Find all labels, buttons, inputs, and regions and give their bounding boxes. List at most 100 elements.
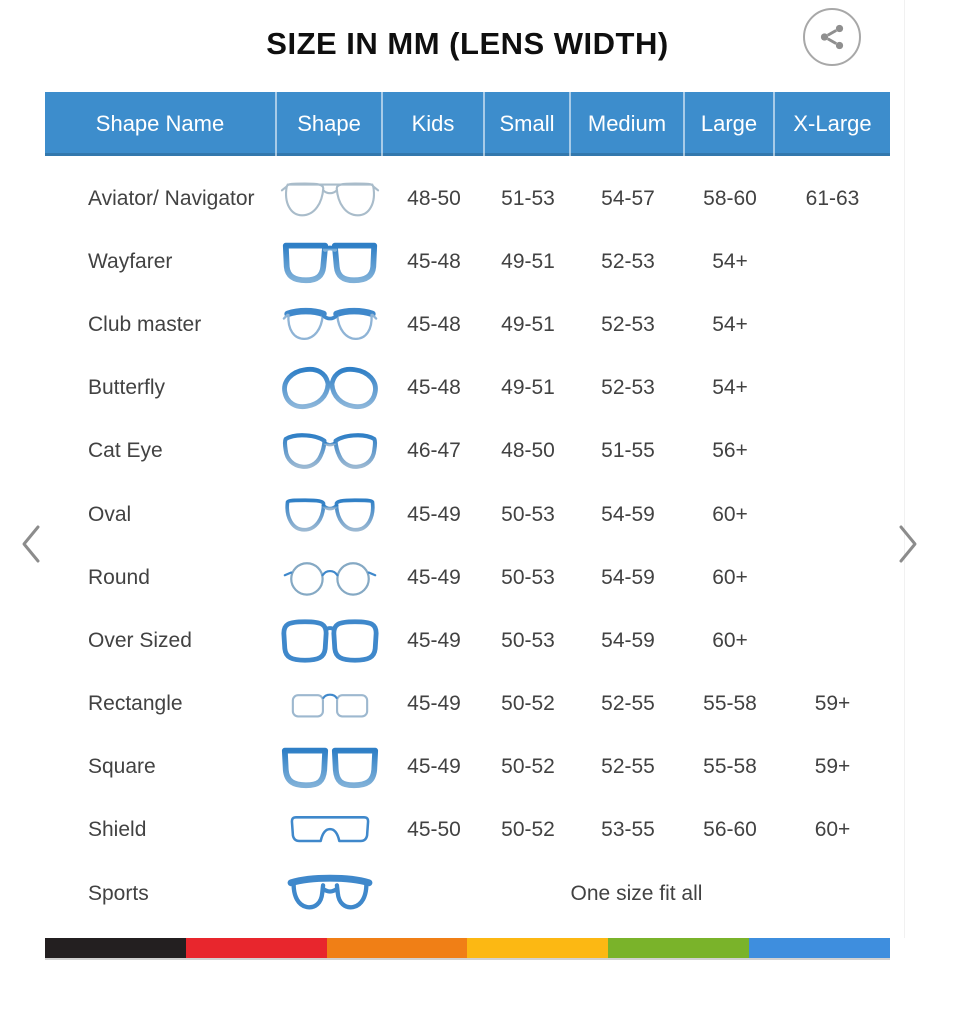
size-value: 45-49 <box>407 755 461 779</box>
shape-name-label: Cat Eye <box>88 439 163 463</box>
size-value: 52-53 <box>601 376 655 400</box>
shape-name-label: Aviator/ Navigator <box>88 186 255 210</box>
size-value: 50-52 <box>501 818 555 842</box>
size-value: 60+ <box>712 628 748 652</box>
size-value: 51-53 <box>501 186 555 210</box>
column-header-kids: Kids <box>383 92 485 156</box>
size-value: 54+ <box>712 249 748 273</box>
size-value: 60+ <box>712 565 748 589</box>
stripe-segment <box>185 938 327 958</box>
size-value: 54+ <box>712 312 748 336</box>
table-row: Over Sized 45-49 50-53 54-59 60+ <box>45 609 890 672</box>
sports-glasses-icon <box>277 869 383 919</box>
size-value: 52-53 <box>601 249 655 273</box>
table-row: Round 45-49 50-53 54-59 60+ <box>45 546 890 609</box>
size-value: 45-49 <box>407 502 461 526</box>
shape-name-label: Butterfly <box>88 376 166 400</box>
table-row: Shield 45-50 50-52 53-55 56-60 60+ <box>45 799 890 862</box>
size-value: 59+ <box>814 692 851 716</box>
size-value: 54-59 <box>601 502 655 526</box>
chevron-right-icon <box>899 525 917 563</box>
one-size-label: One size fit all <box>570 881 703 905</box>
carousel-prev-button[interactable] <box>16 522 46 566</box>
shape-name-label: Round <box>88 565 150 589</box>
shield-glasses-icon <box>277 808 383 852</box>
size-value: 49-51 <box>501 249 555 273</box>
clubmaster-glasses-icon <box>277 301 383 349</box>
size-value: 56+ <box>712 439 748 463</box>
aviator-glasses-icon <box>277 174 383 224</box>
table-row: Wayfarer 45-48 49-51 52-53 54+ <box>45 230 890 293</box>
table-row: Sports One size fit all <box>45 862 890 925</box>
table-row: Rectangle 45-49 50-52 52-55 55-58 59+ <box>45 673 890 736</box>
size-value: 46-47 <box>407 439 461 463</box>
column-header-large: Large <box>685 92 775 156</box>
column-header-shape: Shape <box>277 92 383 156</box>
shape-name-label: Square <box>88 755 156 779</box>
column-header-shape-name: Shape Name <box>45 92 277 156</box>
square-glasses-icon <box>277 742 383 792</box>
size-value: 45-49 <box>407 628 461 652</box>
size-value: 45-48 <box>407 249 461 273</box>
size-value: 54-59 <box>601 628 655 652</box>
size-value: 50-53 <box>501 502 555 526</box>
size-value: 48-50 <box>501 439 555 463</box>
shape-name-label: Rectangle <box>88 692 183 716</box>
size-value: 54-57 <box>601 186 655 210</box>
size-value: 59+ <box>814 755 851 779</box>
size-value: 54-59 <box>601 565 655 589</box>
share-button[interactable] <box>803 8 861 66</box>
size-value: 55-58 <box>703 692 757 716</box>
carousel-next-button[interactable] <box>893 522 923 566</box>
column-header-xlarge: X-Large <box>793 111 872 136</box>
page-title: SIZE IN MM (LENS WIDTH) <box>266 26 669 61</box>
shape-name-label: Sports <box>88 881 149 905</box>
table-header: Shape Name Shape Kids Small Medium Large… <box>45 92 890 156</box>
carousel-edge-divider <box>904 0 905 938</box>
shape-name-label: Oval <box>88 502 132 526</box>
table-row: Cat Eye 46-47 48-50 51-55 56+ <box>45 420 890 483</box>
size-value: 53-55 <box>601 818 655 842</box>
size-value: 45-48 <box>407 376 461 400</box>
shape-name-label: Club master <box>88 312 202 336</box>
size-value: 55-58 <box>703 755 757 779</box>
column-header-small: Small <box>485 92 571 156</box>
table-row: Aviator/ Navigator 48-50 51-53 54-57 58-60 61… <box>45 167 890 230</box>
size-value: 50-52 <box>501 755 555 779</box>
shape-name-label: Wayfarer <box>88 249 173 273</box>
size-value: 49-51 <box>501 312 555 336</box>
size-value: 56-60 <box>703 818 757 842</box>
stripe-segment <box>608 938 750 958</box>
shape-name-label: Shield <box>88 818 147 842</box>
stripe-segment <box>326 938 468 958</box>
size-value: 60+ <box>814 818 851 842</box>
size-value: 52-53 <box>601 312 655 336</box>
column-header-medium: Medium <box>571 92 685 156</box>
size-value: 45-49 <box>407 565 461 589</box>
size-value: 54+ <box>712 376 748 400</box>
chevron-left-icon <box>22 525 40 563</box>
stripe-segment <box>467 938 609 958</box>
footer-color-stripe <box>45 938 890 958</box>
table-row: Butterfly 45-48 49-51 52-53 54+ <box>45 357 890 420</box>
size-value: 48-50 <box>407 186 461 210</box>
rectangle-glasses-icon <box>277 681 383 727</box>
size-value: 52-55 <box>601 692 655 716</box>
stripe-segment <box>749 938 890 958</box>
oversized-glasses-icon <box>277 616 383 666</box>
size-value: 60+ <box>712 502 748 526</box>
size-value: 45-49 <box>407 692 461 716</box>
size-value: 45-50 <box>407 818 461 842</box>
table-row: Club master 45-48 49-51 52-53 54+ <box>45 293 890 356</box>
oval-glasses-icon <box>277 491 383 539</box>
wayfarer-glasses-icon <box>277 237 383 287</box>
round-glasses-icon <box>277 554 383 602</box>
size-value: 50-52 <box>501 692 555 716</box>
size-value: 50-53 <box>501 628 555 652</box>
shape-name-label: Over Sized <box>88 628 192 652</box>
size-value: 52-55 <box>601 755 655 779</box>
stripe-segment <box>45 938 186 958</box>
table-row: Square 45-49 50-52 52-55 55-58 59+ <box>45 736 890 799</box>
size-value: 51-55 <box>601 439 655 463</box>
